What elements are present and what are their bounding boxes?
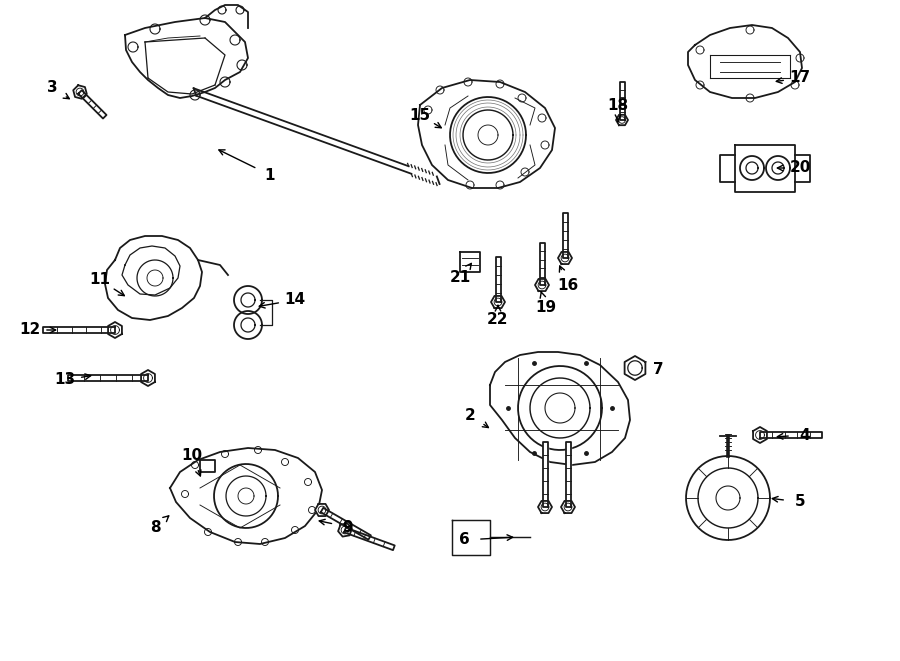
Text: 13: 13: [54, 373, 76, 387]
Polygon shape: [338, 524, 352, 537]
Text: 21: 21: [449, 270, 471, 286]
Text: 4: 4: [800, 428, 810, 442]
Polygon shape: [170, 448, 322, 544]
Text: 18: 18: [608, 98, 628, 112]
Text: 7: 7: [652, 362, 663, 377]
Text: 20: 20: [789, 161, 811, 176]
Text: 14: 14: [284, 293, 306, 307]
Polygon shape: [315, 504, 329, 516]
Text: 10: 10: [182, 447, 202, 463]
Text: 3: 3: [47, 81, 58, 95]
Polygon shape: [688, 25, 802, 98]
Polygon shape: [490, 352, 630, 465]
Polygon shape: [108, 322, 122, 338]
Polygon shape: [760, 432, 822, 438]
Text: 12: 12: [20, 323, 40, 338]
Text: 15: 15: [410, 108, 430, 122]
Text: 9: 9: [343, 520, 354, 535]
Polygon shape: [141, 370, 155, 386]
Polygon shape: [496, 257, 500, 302]
Text: 16: 16: [557, 278, 579, 293]
Text: 2: 2: [464, 407, 475, 422]
Polygon shape: [68, 375, 148, 381]
Polygon shape: [619, 82, 625, 120]
Polygon shape: [491, 296, 505, 308]
Text: 5: 5: [795, 494, 806, 510]
Text: 1: 1: [265, 167, 275, 182]
Polygon shape: [539, 243, 544, 285]
Polygon shape: [418, 80, 555, 188]
Polygon shape: [561, 501, 575, 513]
Text: 11: 11: [89, 272, 111, 288]
Polygon shape: [125, 18, 248, 98]
Polygon shape: [562, 213, 568, 258]
Polygon shape: [344, 527, 395, 550]
Polygon shape: [753, 427, 767, 443]
Text: 19: 19: [536, 301, 556, 315]
Polygon shape: [460, 252, 480, 272]
Text: 22: 22: [487, 313, 508, 327]
Text: 6: 6: [459, 533, 470, 547]
Polygon shape: [616, 115, 628, 125]
Polygon shape: [43, 327, 115, 333]
Polygon shape: [735, 145, 795, 192]
Polygon shape: [320, 508, 371, 539]
Polygon shape: [538, 501, 552, 513]
Polygon shape: [558, 252, 572, 264]
Polygon shape: [78, 91, 106, 118]
Polygon shape: [543, 442, 547, 507]
Polygon shape: [105, 236, 202, 320]
Text: 17: 17: [789, 71, 811, 85]
Polygon shape: [565, 442, 571, 507]
Polygon shape: [73, 85, 86, 98]
Polygon shape: [200, 460, 215, 472]
Text: 8: 8: [149, 520, 160, 535]
Polygon shape: [535, 279, 549, 291]
